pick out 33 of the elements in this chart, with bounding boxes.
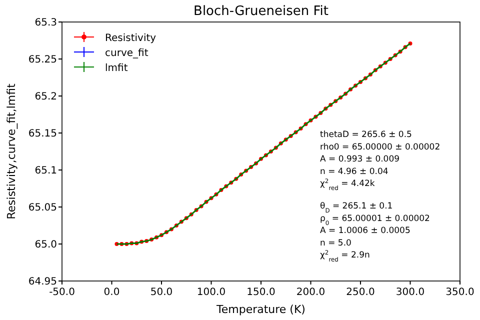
annotation: χ$^{2}$$_{red}$ = 2.9n [320,249,370,264]
x-tick-label: 200.0 [296,287,326,298]
legend-label: Resistivity [105,33,156,44]
y-tick-label: 65.2 [34,92,57,102]
annotation: rho0 = 65.00000 ± 0.00002 [320,142,440,152]
x-tick-label: 50.0 [150,287,173,298]
legend-label: lmfit [105,63,128,74]
legend-label: curve_fit [105,48,148,59]
y-tick-label: 65.1 [34,166,57,176]
y-tick-label: 65.15 [28,128,57,140]
x-axis-title: Temperature (K) [216,303,306,316]
x-tick-label: 350.0 [446,287,474,298]
annotation: A = 0.993 ± 0.009 [320,154,400,165]
annotation: ρ$_{0}$ = 65.00001 ± 0.00002 [320,214,430,226]
annotation: n = 5.0 [320,238,352,248]
annotation: θ$_{D}$ = 265.1 ± 0.1 [320,202,393,214]
y-tick-label: 65.0 [34,240,57,250]
y-tick-label: 64.95 [28,276,57,288]
x-tick-label: 300.0 [396,287,425,298]
y-tick-label: 65.05 [28,202,57,214]
y-tick-label: 65.25 [28,54,57,66]
y-axis-title: Resistivity,curve_fit,lmfit [5,82,18,220]
y-tick-label: 65.3 [34,18,57,28]
x-tick-label: 100.0 [196,287,226,298]
chart-title: Bloch-Grueneisen Fit [194,4,328,19]
annotation: A = 1.0006 ± 0.0005 [320,226,410,236]
x-tick-label: 150.0 [246,287,276,298]
x-tick-label: -50.0 [49,287,75,298]
x-tick-label: 0.0 [104,287,120,298]
annotation: n = 4.96 ± 0.04 [320,166,388,177]
annotation: thetaD = 265.6 ± 0.5 [320,130,412,140]
x-tick-label: 250.0 [346,287,375,298]
annotation: χ$^{2}$$_{red}$ = 4.42k [320,178,375,192]
